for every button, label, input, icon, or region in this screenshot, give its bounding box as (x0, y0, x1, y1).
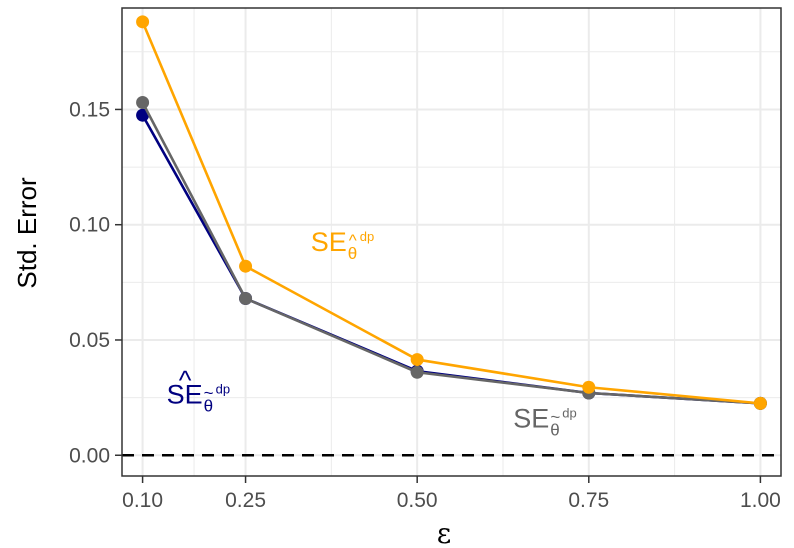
data-point-grey (136, 96, 150, 110)
data-point-orange (239, 259, 253, 273)
annotation-sub-accent-navy: ~ (204, 383, 214, 402)
annotation-sub-grey: θ (550, 421, 559, 440)
y-tick-label: 0.15 (69, 98, 110, 121)
y-tick-label: 0.10 (69, 214, 110, 237)
annotation-sub-accent-grey: ~ (550, 408, 560, 427)
y-axis-ticks: 0.00 0.05 0.10 0.15 (69, 98, 122, 467)
panel-border (121, 7, 782, 477)
annotation-main-orange: SE (311, 227, 347, 257)
data-point-grey (239, 291, 253, 305)
data-point-grey (410, 365, 424, 379)
annotation-sup-orange: dp (360, 229, 374, 244)
series-orange (136, 15, 767, 410)
annotation-orange: SE θ^ dp (311, 227, 374, 263)
annotation-main-navy: SE (167, 379, 203, 409)
y-tick-label: 0.05 (69, 329, 110, 352)
x-tick-label: 0.75 (568, 489, 609, 512)
data-point-orange (136, 15, 150, 29)
annotation-main-grey: SE (513, 404, 549, 434)
minor-gridlines (122, 8, 781, 476)
x-tick-label: 0.25 (225, 489, 266, 512)
data-point-orange (753, 396, 767, 410)
data-point-orange (410, 353, 424, 367)
annotation-hat-navy: ^ (179, 365, 192, 395)
x-axis-ticks: 0.10 0.25 0.50 0.75 1.00 (122, 476, 781, 512)
x-axis-title: ε (437, 517, 452, 548)
x-tick-label: 1.00 (740, 489, 781, 512)
data-point-navy (136, 108, 150, 122)
x-tick-label: 0.10 (122, 489, 163, 512)
data-point-orange (582, 380, 596, 394)
annotation-grey: SE θ~ dp (513, 404, 576, 440)
annotation-sup-grey: dp (562, 406, 576, 421)
y-axis-title: Std. Error (12, 177, 42, 289)
y-tick-label: 0.00 (69, 444, 110, 467)
annotation-sub-orange: θ (348, 244, 357, 263)
annotation-sup-navy: dp (216, 381, 230, 396)
annotation-navy: SE^ θ~ dp (167, 365, 230, 415)
series-layer (136, 15, 767, 410)
annotation-sub-accent-orange: ^ (349, 231, 357, 250)
annotation-sub-navy: θ (204, 396, 213, 415)
x-tick-label: 0.50 (397, 489, 438, 512)
